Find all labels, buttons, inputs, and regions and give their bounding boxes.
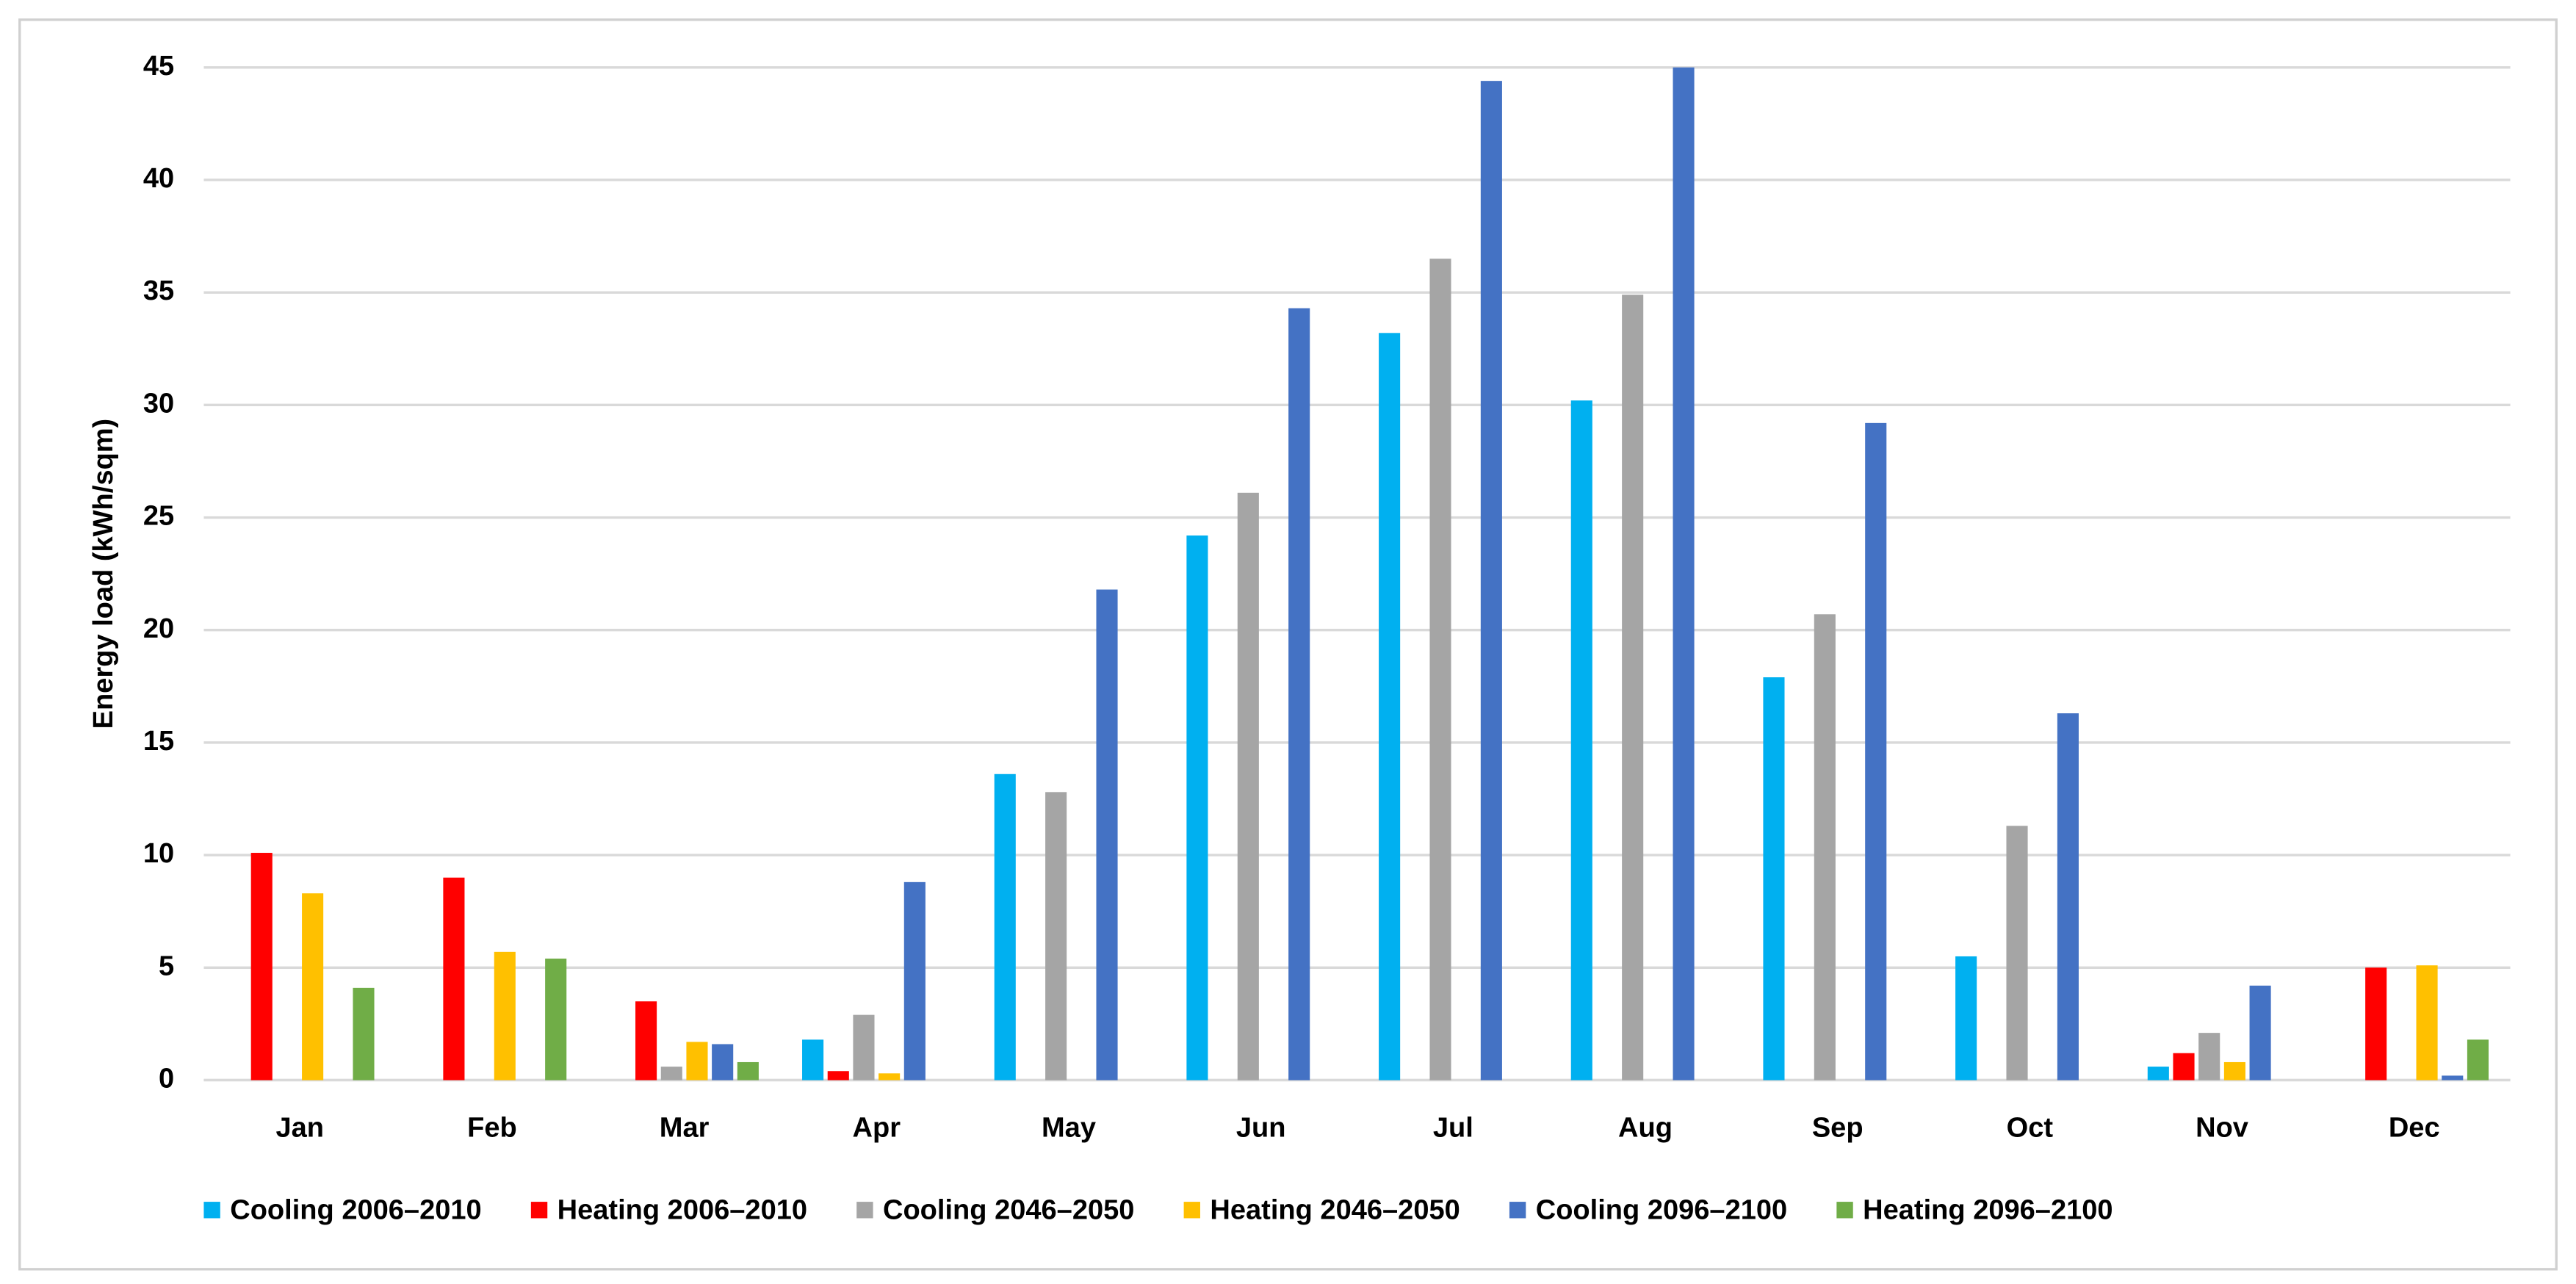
chart-border [18,18,2558,1271]
legend-label: Heating 2096–2100 [1863,1195,2113,1226]
y-tick-label: 25 [143,501,174,532]
x-tick-label: Jun [1236,1113,1286,1144]
y-tick-label: 20 [143,613,174,644]
bar [1096,589,1118,1081]
bar [1480,81,1502,1081]
bar [994,773,1016,1081]
bar [353,987,375,1081]
bar [2365,967,2387,1081]
x-tick-label: Apr [853,1113,901,1144]
legend-label: Cooling 2096–2100 [1536,1195,1787,1226]
bar [2249,985,2271,1081]
legend-label: Cooling 2006–2010 [230,1195,481,1226]
bar [686,1042,708,1081]
legend-swatch [1183,1202,1200,1219]
legend-swatch [1836,1202,1853,1219]
bar [1186,535,1208,1081]
bar [1955,956,1977,1081]
bar [2147,1067,2169,1081]
y-tick-label: 30 [143,388,174,419]
bar [302,893,324,1081]
x-tick-label: Nov [2196,1113,2248,1144]
bar [1429,259,1451,1081]
bar [2442,1075,2464,1081]
bar [1288,308,1310,1081]
bar [2198,1033,2220,1081]
bar [1237,492,1259,1081]
bar [737,1061,759,1081]
bar [712,1044,734,1081]
y-tick-label: 5 [159,951,174,981]
y-axis-label: Energy load (kWh/sqm) [88,419,119,729]
x-tick-label: Mar [660,1113,710,1144]
x-tick-label: Oct [2007,1113,2054,1144]
legend-label: Heating 2046–2050 [1210,1195,1460,1226]
x-tick-label: Jan [276,1113,325,1144]
y-tick-label: 45 [143,51,174,82]
bar [1570,400,1592,1081]
y-tick-label: 10 [143,838,174,869]
legend-label: Heating 2006–2010 [558,1195,807,1226]
bar [545,959,567,1081]
y-tick-label: 35 [143,275,174,306]
bar [635,1001,657,1081]
bar [2006,826,2028,1081]
y-tick-label: 40 [143,163,174,194]
bar [494,951,516,1081]
bar [2416,965,2438,1081]
legend-swatch [1509,1202,1526,1219]
legend-swatch [530,1202,548,1219]
y-tick-label: 0 [159,1064,174,1094]
bar [1622,295,1644,1081]
bar [1673,67,1695,1081]
bar [660,1067,682,1081]
y-tick-label: 15 [143,726,174,757]
bar [1379,333,1401,1081]
bar [2223,1061,2245,1081]
legend-swatch [203,1202,220,1219]
bar [1814,614,1836,1081]
bar [802,1039,824,1081]
legend-label: Cooling 2046–2050 [883,1195,1134,1226]
bar [250,853,273,1081]
bar [878,1073,901,1081]
bar [1763,677,1785,1081]
x-tick-label: Feb [467,1113,517,1144]
bar [2173,1053,2195,1081]
bar [853,1014,875,1081]
x-tick-label: Sep [1812,1113,1864,1144]
x-tick-label: Jul [1433,1113,1473,1144]
x-tick-label: May [1042,1113,1096,1144]
bar [443,877,465,1081]
bar [903,881,926,1081]
x-tick-label: Aug [1618,1113,1673,1144]
bar [2057,713,2079,1081]
x-tick-label: Dec [2389,1113,2440,1144]
bar [1865,422,1887,1081]
bar [1045,792,1067,1081]
legend-swatch [856,1202,873,1219]
bar [2467,1039,2489,1081]
bar [827,1071,849,1081]
